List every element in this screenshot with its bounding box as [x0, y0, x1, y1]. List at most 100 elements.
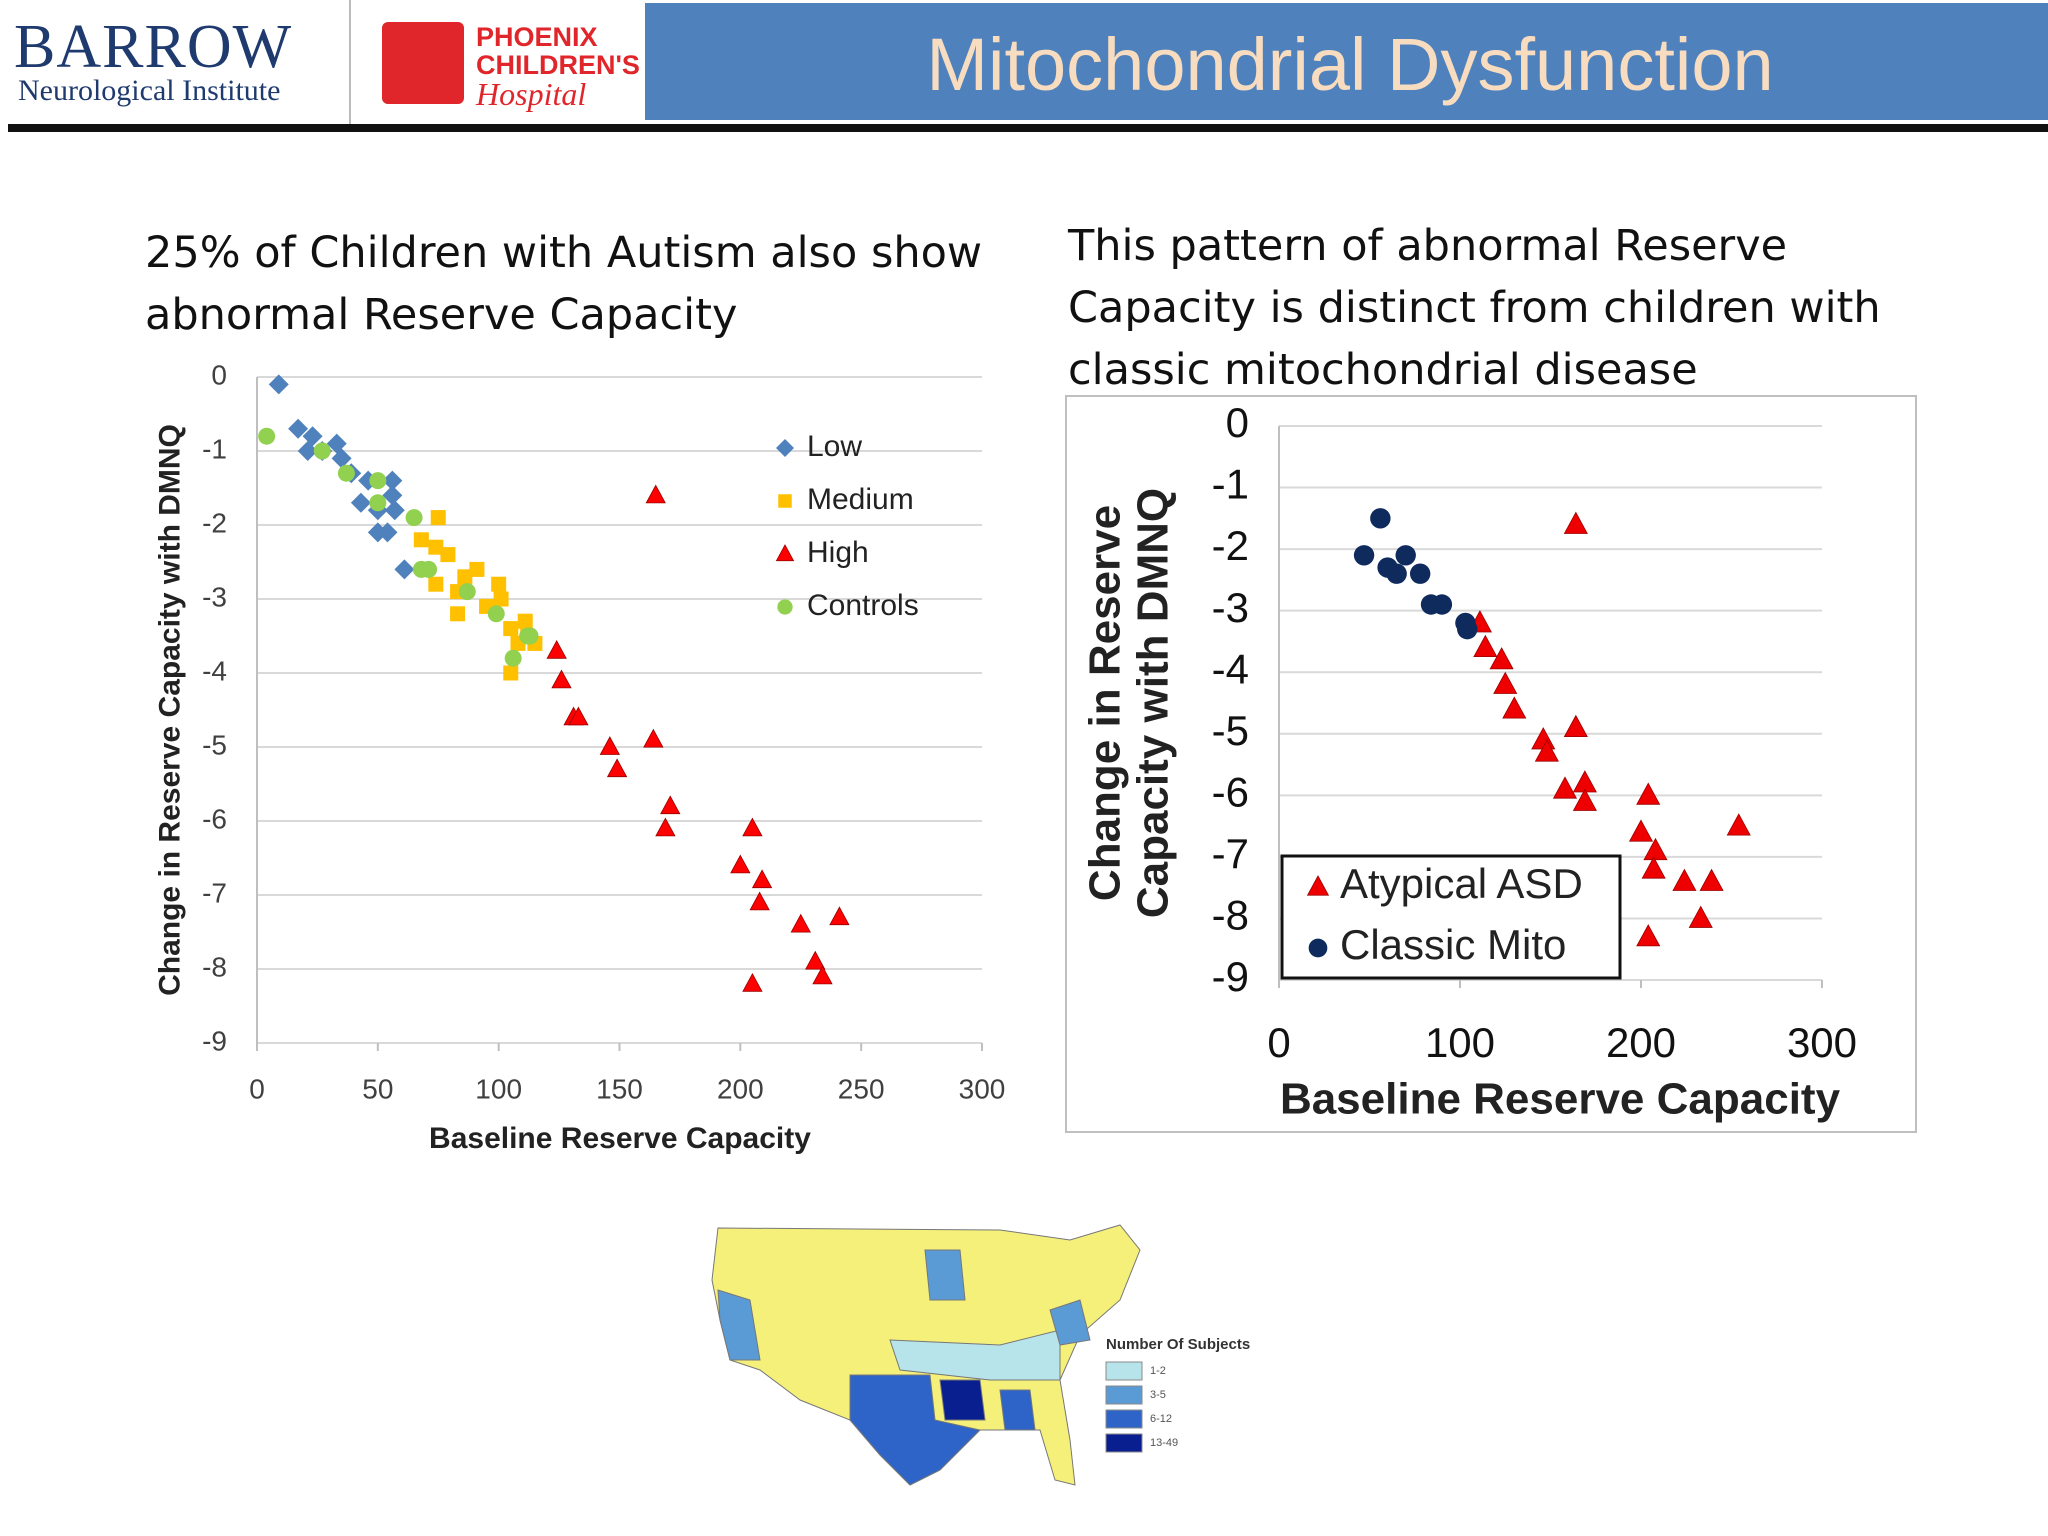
- legend-marker: [777, 599, 793, 615]
- map-legend-title: Number Of Subjects: [1106, 1336, 1250, 1353]
- y-tick-label: -2: [1212, 522, 1249, 569]
- data-point: [1386, 563, 1407, 584]
- y-tick-label: -3: [202, 581, 227, 612]
- data-point: [288, 418, 309, 439]
- y-axis-title: Change in Reserve Capacity with DMNQ: [153, 424, 187, 996]
- y-tick-label: -7: [202, 877, 227, 908]
- data-point: [1531, 727, 1556, 750]
- data-point: [1628, 819, 1654, 842]
- y-tick-label: 0: [1226, 399, 1249, 446]
- data-point: [469, 561, 485, 577]
- legend-marker: [1306, 875, 1330, 896]
- legend-label: Classic Mito: [1340, 921, 1566, 968]
- map-legend-swatch: [1105, 1409, 1143, 1429]
- map-legend-label: 13-49: [1150, 1437, 1178, 1449]
- data-point: [457, 569, 473, 585]
- data-point: [790, 913, 811, 933]
- map-legend: Number Of Subjects 1-2 3-5 6-12 13-49: [1105, 1336, 1250, 1453]
- legend-label: Medium: [807, 483, 914, 516]
- data-point: [369, 494, 387, 512]
- data-point: [450, 606, 466, 622]
- data-point: [369, 472, 387, 490]
- data-point: [405, 509, 423, 527]
- data-point: [551, 669, 572, 689]
- x-tick-label: 300: [1787, 1019, 1857, 1066]
- data-point: [1534, 739, 1559, 762]
- legend-label: Atypical ASD: [1340, 860, 1583, 907]
- data-point: [568, 706, 589, 726]
- hospital-logo: [382, 22, 464, 104]
- legend-marker: [776, 439, 794, 457]
- y-tick-label: -3: [1212, 584, 1249, 631]
- data-point: [428, 539, 444, 555]
- data-point: [491, 576, 507, 592]
- chart-frame: [1065, 395, 1917, 1133]
- legend-label: Controls: [807, 589, 919, 622]
- data-point: [1688, 905, 1713, 928]
- data-point: [1409, 563, 1431, 584]
- data-point: [394, 559, 415, 580]
- data-point: [493, 591, 509, 607]
- data-point: [660, 795, 681, 815]
- data-point: [337, 464, 355, 482]
- y-tick-label: 0: [211, 359, 227, 390]
- data-point: [829, 906, 850, 926]
- data-point: [749, 891, 770, 911]
- data-point: [1726, 813, 1751, 836]
- data-point: [643, 728, 664, 748]
- x-tick-label: 200: [717, 1073, 764, 1104]
- data-point: [428, 576, 444, 592]
- data-point: [440, 547, 456, 563]
- legend-marker: [1308, 938, 1328, 958]
- data-point: [1636, 782, 1661, 805]
- y-tick-label: -4: [202, 655, 227, 686]
- data-point: [1699, 868, 1724, 891]
- hospital-line: CHILDREN'S: [476, 50, 640, 80]
- y-tick-label: -2: [202, 507, 227, 538]
- x-tick-label: 0: [249, 1073, 265, 1104]
- us-map: [711, 1224, 1141, 1486]
- data-point: [655, 817, 676, 837]
- y-tick-label: -7: [1212, 830, 1249, 877]
- data-point: [350, 492, 371, 513]
- y-tick-label: -1: [1212, 461, 1249, 508]
- legend-box: [1280, 854, 1622, 980]
- y-axis-title: Change in Reserve Capacity with DMNQ: [1080, 487, 1178, 919]
- map-legend-swatch: [1105, 1361, 1143, 1381]
- data-point: [313, 442, 331, 460]
- data-point: [1370, 508, 1391, 529]
- hospital-line: Hospital: [476, 76, 587, 112]
- data-point: [812, 965, 833, 985]
- data-point: [1636, 924, 1661, 947]
- data-point: [258, 427, 276, 445]
- map-legend-label: 1-2: [1150, 1365, 1166, 1377]
- brand: BARROW: [14, 13, 293, 81]
- data-point: [1552, 776, 1578, 799]
- x-tick-label: 50: [362, 1073, 393, 1104]
- data-point: [384, 500, 405, 521]
- brand-subtitle: Neurological Institute: [18, 74, 281, 107]
- data-point: [606, 758, 628, 778]
- title-bar: [645, 3, 2048, 120]
- slide-title: Mitochondrial Dysfunction: [926, 23, 1774, 106]
- x-axis-title: Baseline Reserve Capacity: [429, 1122, 811, 1155]
- x-tick-label: 150: [596, 1073, 643, 1104]
- data-point: [382, 485, 403, 506]
- data-point: [1641, 856, 1666, 879]
- data-point: [1563, 511, 1588, 534]
- data-point: [1431, 594, 1453, 615]
- data-point: [1502, 696, 1527, 719]
- data-point: [1489, 647, 1514, 670]
- y-tick-label: -8: [1212, 892, 1249, 939]
- x-tick-label: 0: [1267, 1019, 1290, 1066]
- chart-caption: 25% of Children with Autism also show ab…: [145, 228, 983, 340]
- map-legend-label: 3-5: [1150, 1389, 1166, 1401]
- y-tick-label: -9: [202, 1025, 227, 1056]
- legend-label: Low: [807, 430, 862, 463]
- x-axis-title: Baseline Reserve Capacity: [1280, 1075, 1841, 1124]
- y-tick-label: -5: [1212, 707, 1249, 754]
- y-tick-label: -6: [1212, 768, 1249, 815]
- x-tick-label: 300: [959, 1073, 1006, 1104]
